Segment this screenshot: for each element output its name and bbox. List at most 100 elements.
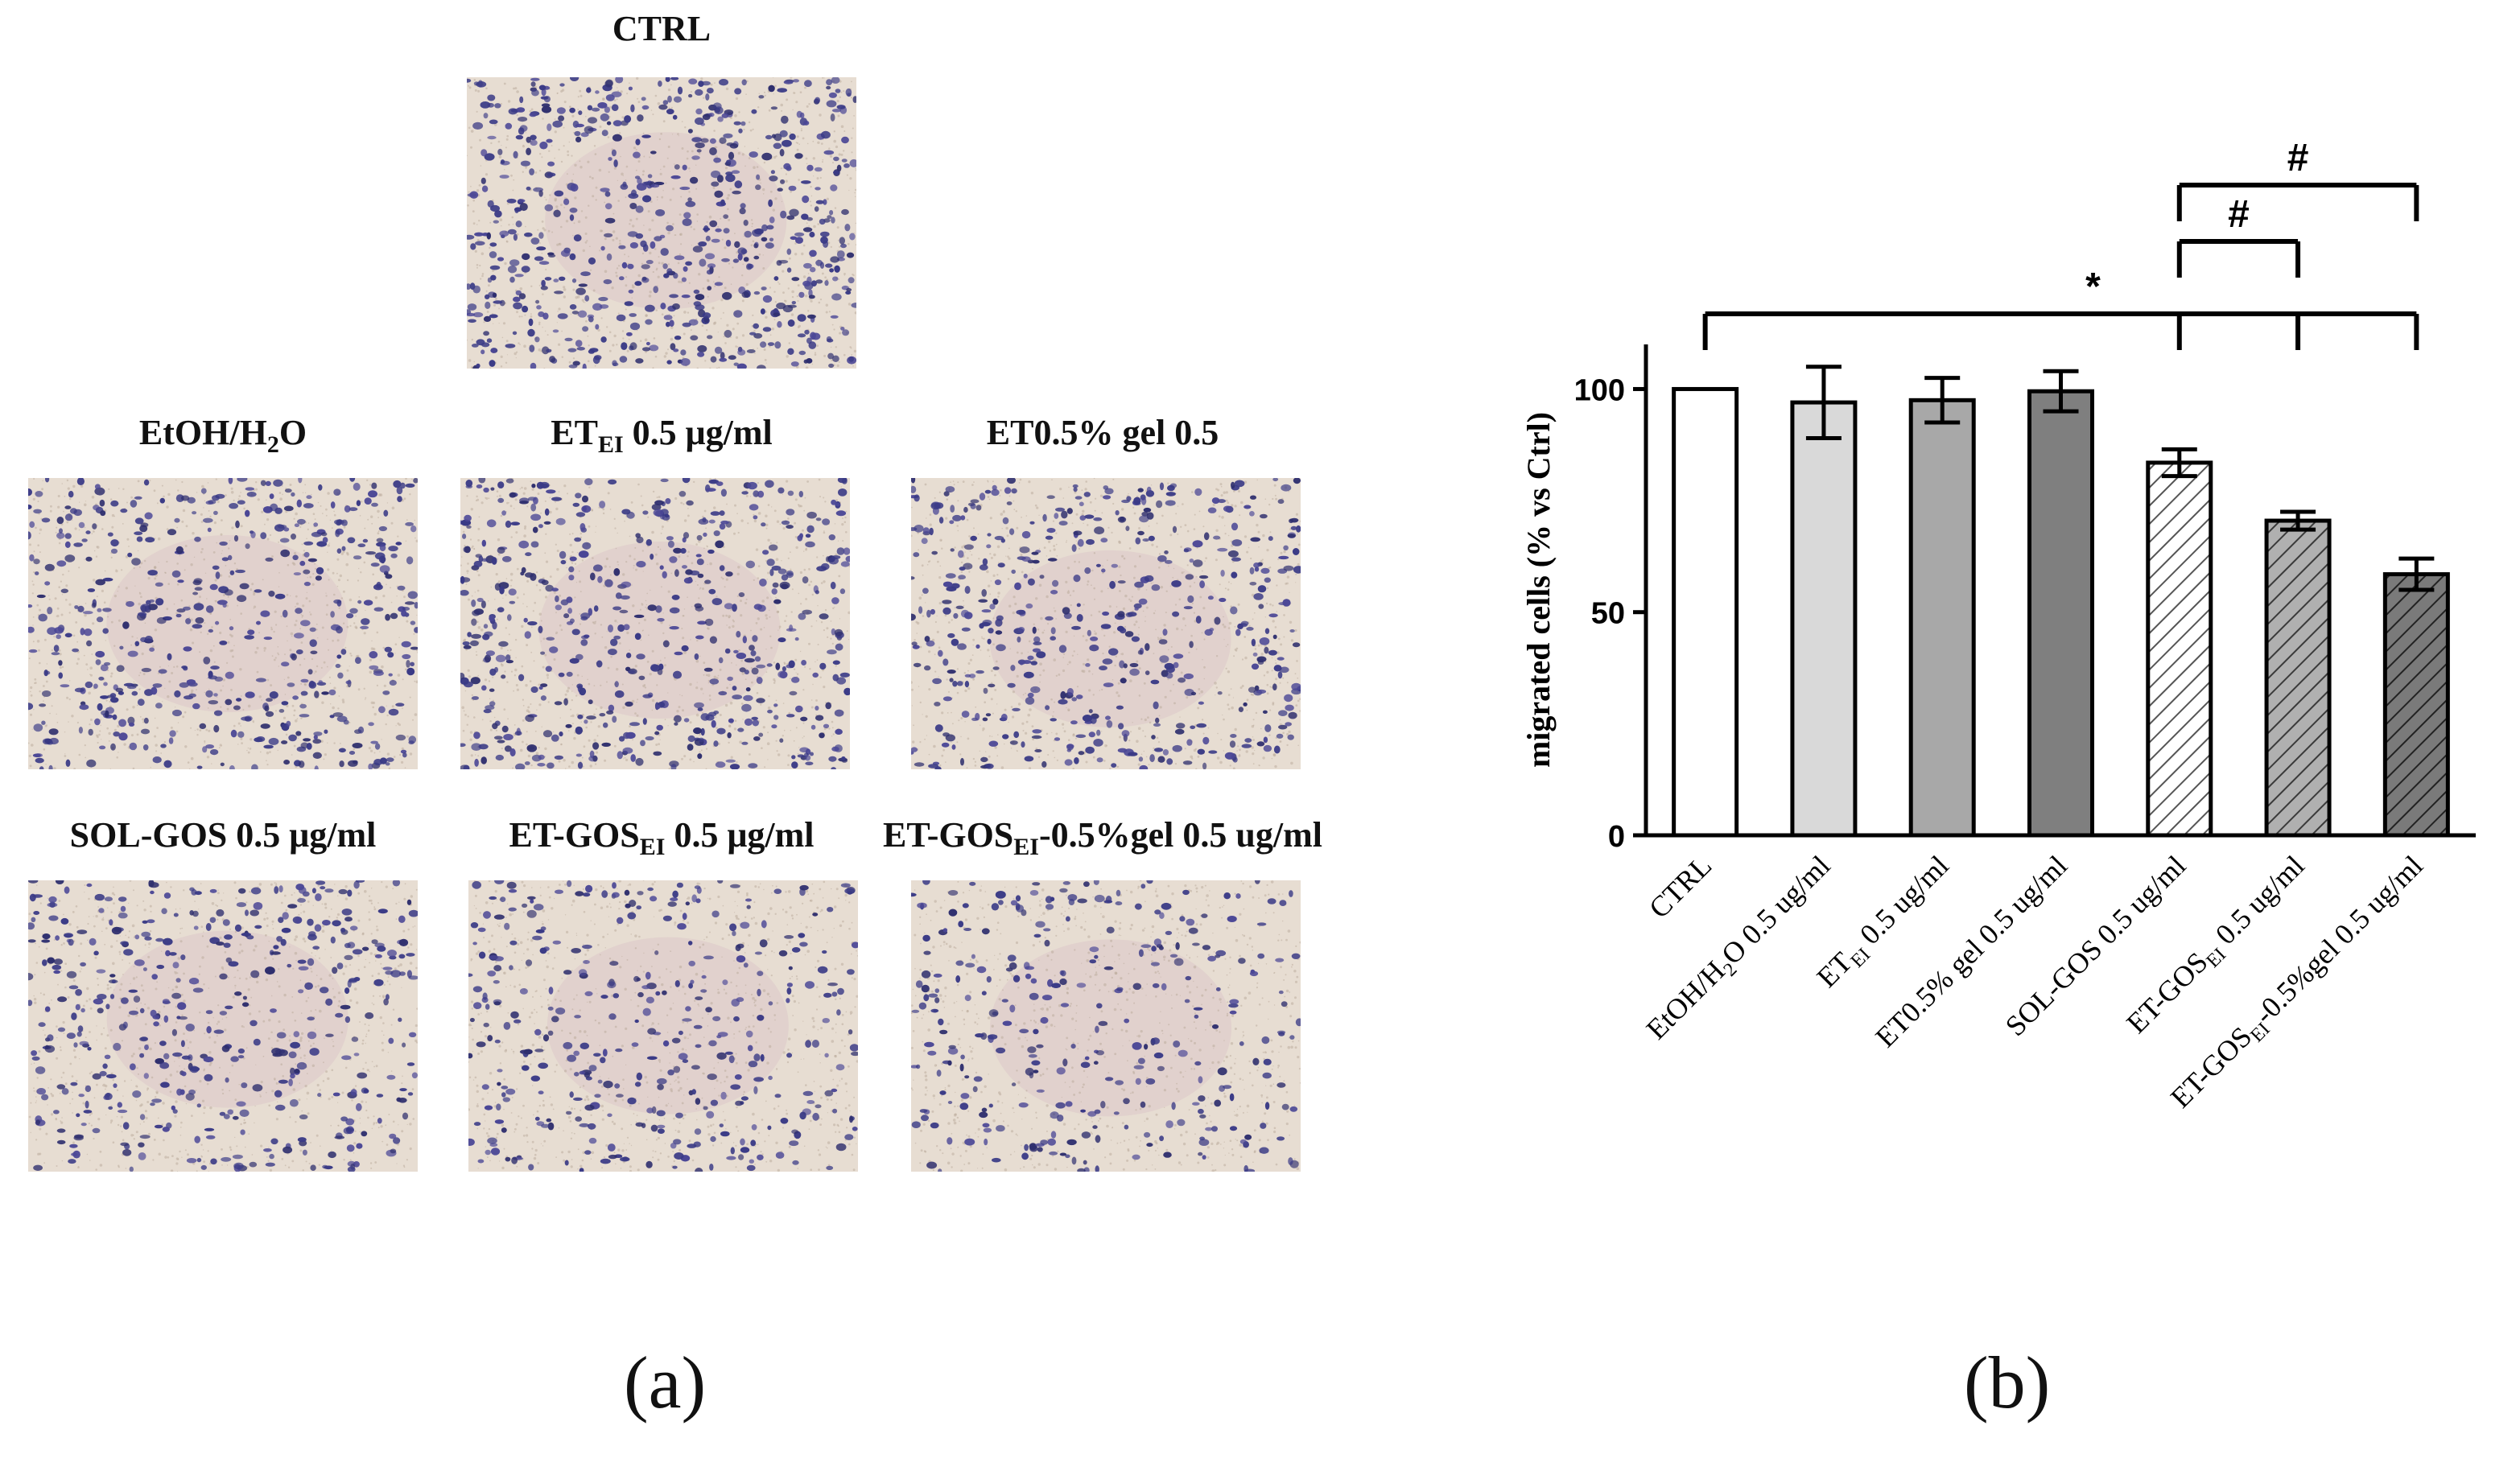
micrograph-cell xyxy=(520,571,525,576)
micrograph-pore xyxy=(644,686,647,689)
micrograph-cell xyxy=(475,241,485,246)
micrograph-pore xyxy=(963,672,967,674)
micrograph-pore xyxy=(154,566,157,569)
micrograph-pore xyxy=(339,574,342,578)
micrograph-pore xyxy=(1095,497,1097,500)
micrograph-cell xyxy=(388,673,393,677)
micrograph-pore xyxy=(737,531,740,534)
micrograph-pore xyxy=(687,550,690,553)
micrograph-pore xyxy=(967,686,971,690)
micrograph-cell xyxy=(140,522,149,527)
micrograph-cell xyxy=(600,336,607,343)
micrograph-pore xyxy=(545,199,547,201)
micrograph-pore xyxy=(652,367,654,369)
micrograph-pore xyxy=(699,751,701,753)
micrograph-pore xyxy=(489,367,492,369)
micrograph-pore xyxy=(32,641,35,643)
micrograph-cell xyxy=(635,205,644,213)
micrograph-cell xyxy=(843,163,850,168)
micrograph-pore xyxy=(77,657,80,661)
micrograph-cell xyxy=(624,301,633,307)
micrograph-cell xyxy=(54,627,64,634)
micrograph-pore xyxy=(1081,489,1083,492)
micrograph-cell xyxy=(600,245,605,251)
micrograph-pore xyxy=(218,747,221,749)
micrograph-cell xyxy=(814,167,823,172)
micrograph-pore xyxy=(827,636,829,638)
micrograph-cell xyxy=(645,341,650,346)
micrograph-pore xyxy=(109,700,111,703)
micrograph-pore xyxy=(328,579,330,581)
micrograph-pore xyxy=(661,586,662,588)
micrograph-cell xyxy=(625,701,633,707)
micrograph-cell xyxy=(592,303,603,311)
micrograph-pore xyxy=(747,522,749,525)
micrograph-pore xyxy=(1119,590,1121,592)
micrograph-pore xyxy=(233,645,235,647)
micrograph-pore xyxy=(56,526,58,529)
micrograph-pore xyxy=(1204,560,1206,562)
micrograph-cell xyxy=(802,280,811,286)
micrograph-pore xyxy=(526,644,529,647)
micrograph-cell xyxy=(655,704,661,710)
micrograph-pore xyxy=(208,510,210,512)
micrograph-pore xyxy=(804,497,806,499)
micrograph-cell xyxy=(175,613,182,618)
micrograph-cell xyxy=(483,331,489,336)
micrograph-pore xyxy=(705,748,708,750)
micrograph-pore xyxy=(588,360,590,363)
micrograph-pore xyxy=(729,684,731,686)
micrograph-cell xyxy=(28,703,34,711)
micrograph-pore xyxy=(819,176,822,179)
micrograph-pore xyxy=(737,566,740,569)
micrograph-pore xyxy=(989,553,992,555)
micrograph-pore xyxy=(516,351,518,353)
micrograph-pore xyxy=(330,703,332,705)
micrograph-pore xyxy=(582,249,585,253)
micrograph-cell xyxy=(815,590,819,595)
micrograph-pore xyxy=(273,630,275,633)
micrograph-pore xyxy=(184,711,187,714)
micrograph-pore xyxy=(707,682,710,684)
micrograph-cell xyxy=(748,763,758,768)
micrograph-cell xyxy=(779,130,788,138)
micrograph-pore xyxy=(845,510,848,513)
micrograph-cell xyxy=(185,618,192,624)
micrograph-pore xyxy=(1046,732,1049,736)
micrograph-pore xyxy=(554,197,558,201)
micrograph-pore xyxy=(228,547,230,550)
micrograph-pore xyxy=(1277,558,1280,561)
micrograph-cell xyxy=(554,190,564,197)
micrograph-cell xyxy=(144,512,153,520)
micrograph-cell xyxy=(830,315,839,319)
micrograph-cell xyxy=(307,669,313,675)
micrograph-pore xyxy=(660,133,662,135)
micrograph-pore xyxy=(1215,655,1219,657)
micrograph-pore xyxy=(629,725,631,727)
micrograph-pore xyxy=(621,330,625,332)
micrograph-cell xyxy=(332,712,344,717)
micrograph-pore xyxy=(774,301,777,303)
micrograph-cell xyxy=(588,699,593,705)
micrograph-cell xyxy=(254,737,263,743)
micrograph-cell xyxy=(78,727,83,734)
micrograph-pore xyxy=(507,100,511,103)
micrograph-cell xyxy=(333,488,341,496)
micrograph-cell xyxy=(156,617,167,624)
micrograph-pore xyxy=(794,253,798,256)
micrograph-cell xyxy=(406,556,414,565)
micrograph-pore xyxy=(1100,590,1103,593)
micrograph-pore xyxy=(815,620,818,622)
micrograph-pore xyxy=(136,637,138,639)
micrograph-cell xyxy=(53,645,60,653)
micrograph-pore xyxy=(831,727,834,729)
micrograph-pore xyxy=(526,505,529,508)
micrograph-pore xyxy=(93,579,96,582)
micrograph-pore xyxy=(336,558,340,561)
micrograph-pore xyxy=(823,727,827,731)
micrograph-cell xyxy=(634,632,641,641)
micrograph-pore xyxy=(205,728,208,731)
micrograph-cell xyxy=(131,690,138,696)
micrograph-pore xyxy=(1231,544,1234,547)
micrograph-cell xyxy=(810,724,816,730)
